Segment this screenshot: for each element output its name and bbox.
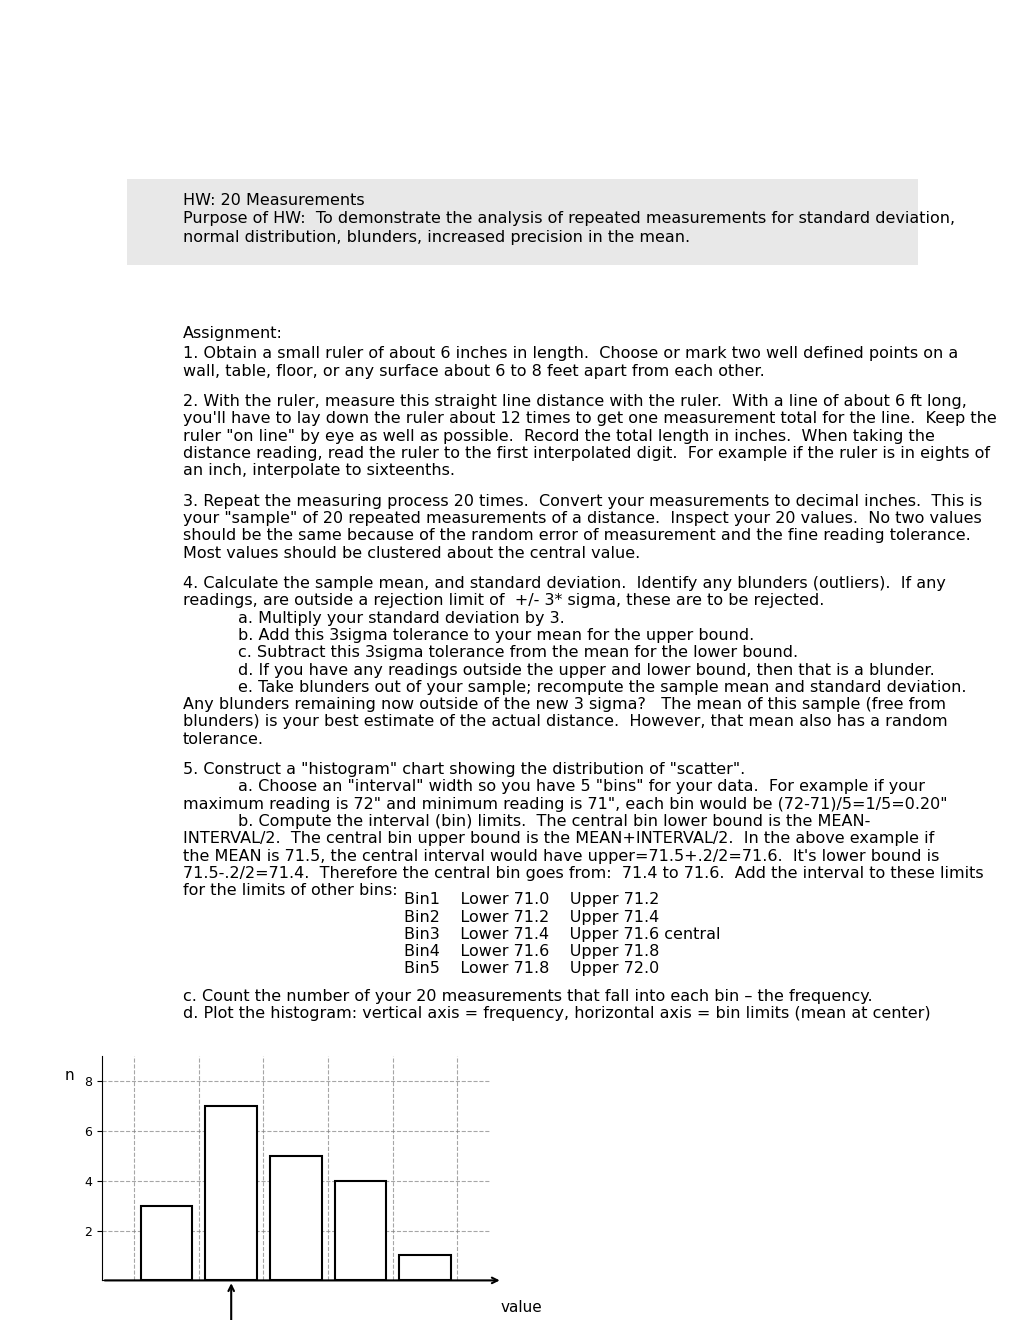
Bar xyxy=(334,1180,386,1280)
Text: c. Subtract this 3sigma tolerance from the mean for the lower bound.: c. Subtract this 3sigma tolerance from t… xyxy=(238,645,798,660)
FancyBboxPatch shape xyxy=(127,178,917,265)
Text: c. Count the number of your 20 measurements that fall into each bin – the freque: c. Count the number of your 20 measureme… xyxy=(182,989,871,1003)
Text: d. If you have any readings outside the upper and lower bound, then that is a bl: d. If you have any readings outside the … xyxy=(238,663,934,677)
Text: b. Compute the interval (bin) limits.  The central bin lower bound is the MEAN-: b. Compute the interval (bin) limits. Th… xyxy=(238,814,869,829)
Text: 71.5-.2/2=71.4.  Therefore the central bin goes from:  71.4 to 71.6.  Add the in: 71.5-.2/2=71.4. Therefore the central bi… xyxy=(182,866,982,880)
Text: 4. Calculate the sample mean, and standard deviation.  Identify any blunders (ou: 4. Calculate the sample mean, and standa… xyxy=(182,576,945,591)
Text: blunders) is your best estimate of the actual distance.  However, that mean also: blunders) is your best estimate of the a… xyxy=(182,714,947,730)
Text: Bin2    Lower 71.2    Upper 71.4: Bin2 Lower 71.2 Upper 71.4 xyxy=(404,909,658,924)
Text: Bin1    Lower 71.0    Upper 71.2: Bin1 Lower 71.0 Upper 71.2 xyxy=(404,892,659,907)
Text: d. Plot the histogram: vertical axis = frequency, horizontal axis = bin limits (: d. Plot the histogram: vertical axis = f… xyxy=(182,1006,929,1022)
Text: the MEAN is 71.5, the central interval would have upper=71.5+.2/2=71.6.  It's lo: the MEAN is 71.5, the central interval w… xyxy=(182,849,938,863)
Text: Bin3    Lower 71.4    Upper 71.6 central: Bin3 Lower 71.4 Upper 71.6 central xyxy=(404,927,720,941)
Bar xyxy=(205,1106,257,1280)
Text: value: value xyxy=(500,1300,542,1315)
Text: an inch, interpolate to sixteenths.: an inch, interpolate to sixteenths. xyxy=(182,463,454,478)
Bar xyxy=(398,1255,450,1280)
Bar xyxy=(141,1205,193,1280)
Text: Most values should be clustered about the central value.: Most values should be clustered about th… xyxy=(182,545,640,561)
Text: should be the same because of the random error of measurement and the fine readi: should be the same because of the random… xyxy=(182,528,970,544)
Text: a. Choose an "interval" width so you have 5 "bins" for your data.  For example i: a. Choose an "interval" width so you hav… xyxy=(238,779,924,795)
Text: INTERVAL/2.  The central bin upper bound is the MEAN+INTERVAL/2.  In the above e: INTERVAL/2. The central bin upper bound … xyxy=(182,832,933,846)
Text: 2. With the ruler, measure this straight line distance with the ruler.  With a l: 2. With the ruler, measure this straight… xyxy=(182,395,966,409)
Text: Assignment:: Assignment: xyxy=(182,326,282,341)
Text: your "sample" of 20 repeated measurements of a distance.  Inspect your 20 values: your "sample" of 20 repeated measurement… xyxy=(182,511,980,527)
Text: 5. Construct a "histogram" chart showing the distribution of "scatter".: 5. Construct a "histogram" chart showing… xyxy=(182,762,744,777)
Text: Purpose of HW:  To demonstrate the analysis of repeated measurements for standar: Purpose of HW: To demonstrate the analys… xyxy=(182,211,954,226)
Text: 3. Repeat the measuring process 20 times.  Convert your measurements to decimal : 3. Repeat the measuring process 20 times… xyxy=(182,494,981,508)
Text: b. Add this 3sigma tolerance to your mean for the upper bound.: b. Add this 3sigma tolerance to your mea… xyxy=(238,628,754,643)
Text: maximum reading is 72" and minimum reading is 71", each bin would be (72-71)/5=1: maximum reading is 72" and minimum readi… xyxy=(182,797,947,812)
Text: a. Multiply your standard deviation by 3.: a. Multiply your standard deviation by 3… xyxy=(238,611,565,626)
Text: for the limits of other bins:: for the limits of other bins: xyxy=(182,883,397,898)
Text: Bin4    Lower 71.6    Upper 71.8: Bin4 Lower 71.6 Upper 71.8 xyxy=(404,944,659,960)
Text: e. Take blunders out of your sample; recompute the sample mean and standard devi: e. Take blunders out of your sample; rec… xyxy=(238,680,966,694)
Text: distance reading, read the ruler to the first interpolated digit.  For example i: distance reading, read the ruler to the … xyxy=(182,446,988,461)
Text: ruler "on line" by eye as well as possible.  Record the total length in inches. : ruler "on line" by eye as well as possib… xyxy=(182,429,933,444)
Text: tolerance.: tolerance. xyxy=(182,731,264,747)
Text: readings, are outside a rejection limit of  +/- 3* sigma, these are to be reject: readings, are outside a rejection limit … xyxy=(182,594,823,609)
Text: normal distribution, blunders, increased precision in the mean.: normal distribution, blunders, increased… xyxy=(182,230,689,244)
Text: Any blunders remaining now outside of the new 3 sigma?   The mean of this sample: Any blunders remaining now outside of th… xyxy=(182,697,945,711)
Text: 1. Obtain a small ruler of about 6 inches in length.  Choose or mark two well de: 1. Obtain a small ruler of about 6 inche… xyxy=(182,346,957,362)
Bar xyxy=(270,1156,321,1280)
Text: HW: 20 Measurements: HW: 20 Measurements xyxy=(182,193,364,209)
Text: Bin5    Lower 71.8    Upper 72.0: Bin5 Lower 71.8 Upper 72.0 xyxy=(404,961,658,977)
Text: wall, table, floor, or any surface about 6 to 8 feet apart from each other.: wall, table, floor, or any surface about… xyxy=(182,364,764,379)
Text: n: n xyxy=(65,1068,74,1084)
Text: you'll have to lay down the ruler about 12 times to get one measurement total fo: you'll have to lay down the ruler about … xyxy=(182,412,996,426)
